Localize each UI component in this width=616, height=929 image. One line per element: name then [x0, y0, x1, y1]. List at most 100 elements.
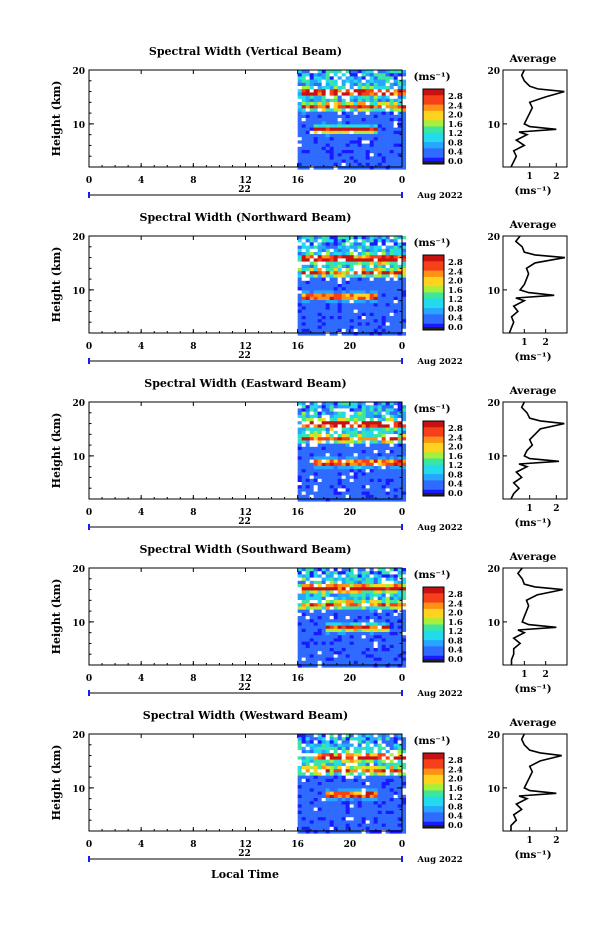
- heatmap-cell: [393, 114, 399, 119]
- colorbar-label: 1.6: [448, 452, 463, 462]
- heatmap-cell: [345, 111, 351, 116]
- x-tick-label: 0: [86, 342, 92, 352]
- heatmap-cell: [333, 118, 339, 122]
- heatmap-cell: [329, 159, 335, 164]
- heatmap-cell: [297, 664, 303, 668]
- heatmap-cell: [317, 255, 323, 259]
- heatmap-cell: [321, 609, 327, 614]
- heatmap-cell: [297, 146, 303, 151]
- heatmap-cell: [357, 590, 363, 594]
- heatmap-cell: [321, 759, 327, 764]
- heatmap-cell: [369, 319, 375, 323]
- heatmap-cell: [317, 600, 323, 604]
- heatmap-cell: [333, 316, 339, 320]
- heatmap-cell: [389, 759, 395, 764]
- heatmap-cell: [341, 414, 347, 419]
- heatmap-cell: [345, 769, 351, 773]
- heatmap-cell: [369, 162, 375, 167]
- heatmap-cell: [337, 146, 343, 151]
- heatmap-cell: [349, 804, 355, 808]
- heatmap-cell: [361, 756, 367, 760]
- heatmap-cell: [321, 427, 327, 432]
- heatmap-cell: [329, 434, 335, 438]
- heatmap-cell: [373, 478, 379, 483]
- heatmap-cell: [349, 166, 355, 170]
- heatmap-cell: [341, 622, 347, 626]
- heatmap-cell: [345, 245, 351, 250]
- heatmap-cell: [369, 440, 375, 444]
- heatmap-cell: [393, 402, 399, 406]
- heatmap-cell: [373, 823, 379, 828]
- heatmap-cell: [397, 469, 403, 473]
- heatmap-cell: [381, 462, 387, 467]
- heatmap-cell: [353, 268, 359, 272]
- x-tick-label: 0: [399, 342, 405, 352]
- heatmap-cell: [353, 494, 359, 499]
- heatmap-cell: [389, 750, 395, 754]
- heatmap-cell: [389, 421, 395, 425]
- heatmap-cell: [333, 826, 339, 831]
- heatmap-cell: [321, 118, 327, 122]
- heatmap-cell: [305, 271, 311, 275]
- heatmap-cell: [333, 660, 339, 665]
- heatmap-cell: [401, 86, 407, 90]
- heatmap-cell: [353, 584, 359, 588]
- heatmap-cell: [329, 118, 335, 122]
- heatmap-cell: [369, 418, 375, 422]
- heatmap-cell: [357, 782, 363, 786]
- heatmap-cell: [389, 402, 395, 406]
- heatmap-cell: [337, 239, 343, 243]
- heatmap-cell: [349, 823, 355, 828]
- heatmap-cell: [385, 596, 391, 601]
- heatmap-cell: [333, 424, 339, 428]
- heatmap-cell: [309, 127, 315, 132]
- heatmap-cell: [317, 162, 323, 167]
- heatmap-cell: [305, 450, 311, 454]
- heatmap-cell: [341, 580, 347, 585]
- heatmap-cell: [305, 759, 311, 764]
- heatmap-cell: [381, 807, 387, 812]
- heatmap-cell: [321, 264, 327, 269]
- heatmap-cell: [313, 427, 319, 432]
- heatmap-cell: [357, 625, 363, 630]
- heatmap-cell: [369, 143, 375, 148]
- heatmap-cell: [297, 306, 303, 310]
- heatmap-cell: [385, 434, 391, 438]
- heatmap-cell: [397, 814, 403, 818]
- heatmap-cell: [389, 600, 395, 604]
- heatmap-cell: [313, 92, 319, 96]
- colorbar-swatch: [423, 305, 444, 309]
- heatmap-cell: [389, 571, 395, 575]
- colorbar-swatch: [423, 323, 444, 328]
- heatmap-cell: [393, 494, 399, 499]
- heatmap-cell: [305, 482, 311, 486]
- colorbar-swatch: [423, 107, 444, 112]
- heatmap-cell: [401, 622, 407, 626]
- heatmap-cell: [317, 462, 323, 467]
- heatmap-cell: [345, 571, 351, 575]
- panel-title: Spectral Width (Eastward Beam): [144, 377, 346, 390]
- x-tick-label: 4: [138, 176, 144, 186]
- heatmap-cell: [385, 162, 391, 167]
- heatmap-cell: [345, 287, 351, 291]
- heatmap-cell: [357, 105, 363, 109]
- heatmap-cell: [377, 568, 383, 572]
- heatmap-cell: [377, 466, 383, 470]
- heatmap-cell: [381, 746, 387, 751]
- heatmap-cell: [389, 293, 395, 298]
- heatmap-cell: [397, 584, 403, 588]
- heatmap-cell: [297, 616, 303, 620]
- heatmap-cell: [373, 258, 379, 262]
- heatmap-cell: [333, 807, 339, 812]
- heatmap-cell: [361, 92, 367, 96]
- heatmap-cell: [329, 810, 335, 815]
- heatmap-cell: [397, 284, 403, 288]
- heatmap-cell: [305, 785, 311, 789]
- heatmap-cell: [393, 625, 399, 630]
- heatmap-cell: [401, 140, 407, 144]
- heatmap-cell: [325, 750, 331, 754]
- heatmap-cell: [301, 258, 307, 262]
- heatmap-cell: [401, 402, 407, 406]
- heatmap-cell: [385, 332, 391, 336]
- heatmap-cell: [353, 156, 359, 160]
